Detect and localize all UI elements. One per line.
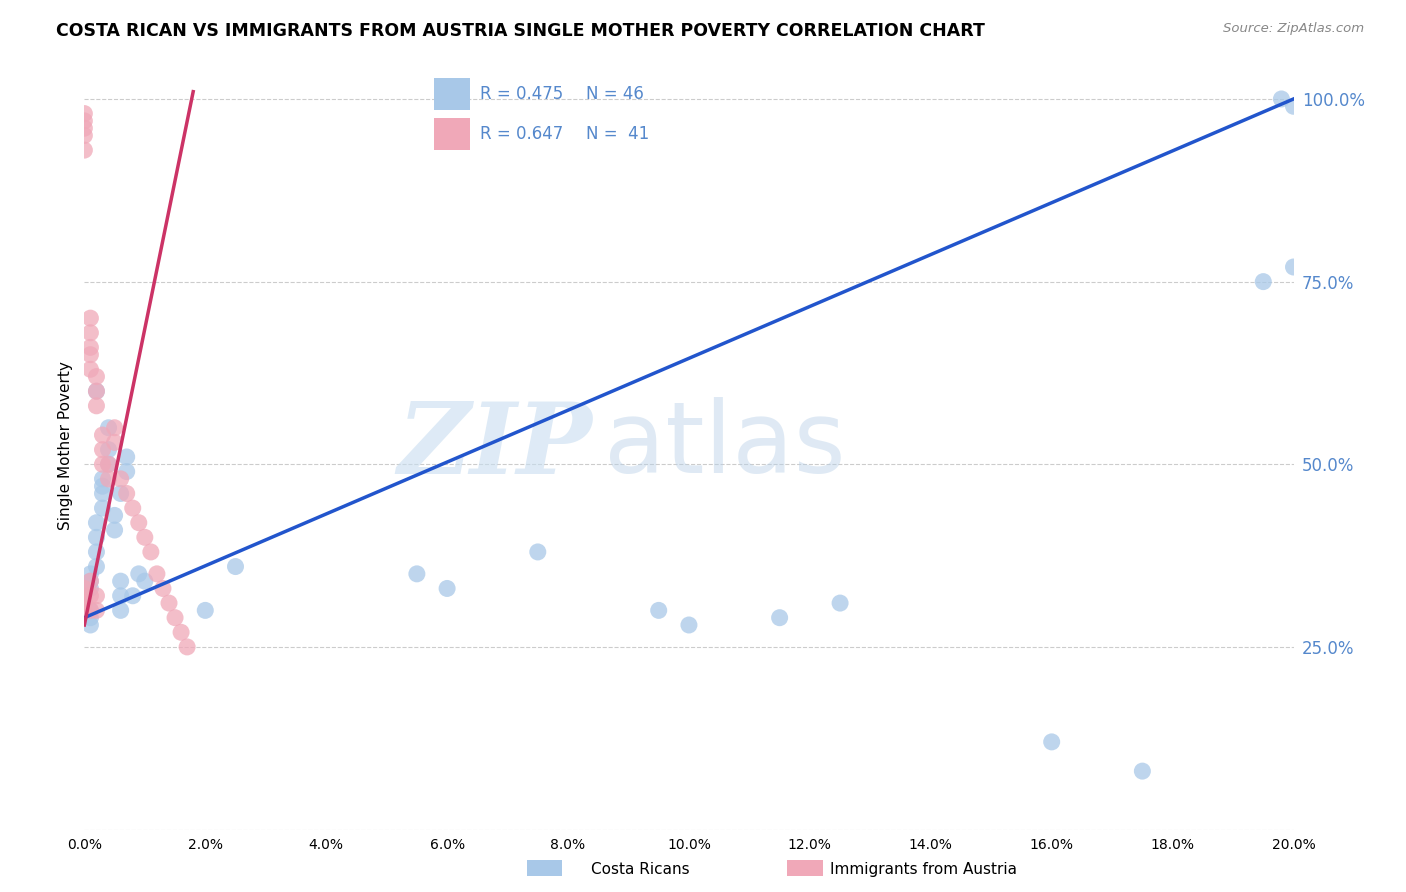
Point (73, 128, 96, 143)
Point (104, 523, 127, 537)
Point (128, 516, 150, 530)
Point (91, 428, 114, 442)
Point (110, 589, 132, 603)
Point (91, 501, 114, 516)
Point (170, 625, 193, 640)
Point (79, 603, 101, 617)
Point (1130, 764, 1153, 778)
Point (134, 530, 156, 544)
Point (1253, 275, 1275, 289)
Point (86, 384, 108, 399)
Point (1040, 735, 1063, 749)
Point (86, 369, 108, 384)
Point (121, 589, 143, 603)
Point (86, 603, 108, 617)
Point (79, 618, 101, 632)
Point (73, 596, 96, 610)
Point (73, 589, 96, 603)
Point (73, 582, 96, 596)
Point (121, 501, 143, 516)
Point (91, 479, 114, 493)
Point (86, 589, 108, 603)
Point (157, 596, 180, 610)
Text: Source: ZipAtlas.com: Source: ZipAtlas.com (1223, 22, 1364, 36)
Point (97, 457, 120, 471)
Text: atlas: atlas (605, 398, 846, 494)
Point (86, 530, 108, 544)
Point (73, 143, 96, 157)
Point (128, 566, 150, 581)
Point (104, 421, 127, 435)
Point (225, 559, 247, 574)
Text: Costa Ricans: Costa Ricans (591, 863, 689, 877)
Point (110, 486, 132, 500)
Point (110, 472, 132, 486)
Point (91, 457, 114, 471)
Point (152, 582, 174, 596)
Point (86, 516, 108, 530)
Point (91, 442, 114, 457)
Point (104, 508, 127, 523)
Point (1282, 260, 1305, 274)
Point (79, 362, 101, 376)
Point (97, 442, 120, 457)
Point (648, 603, 671, 617)
Point (73, 596, 96, 610)
Point (73, 121, 96, 136)
Point (165, 610, 187, 624)
Point (79, 348, 101, 362)
Point (86, 384, 108, 399)
Point (146, 566, 169, 581)
Point (436, 582, 458, 596)
Point (1270, 92, 1292, 106)
Point (86, 559, 108, 574)
Point (86, 399, 108, 413)
Point (91, 486, 114, 500)
Point (73, 603, 96, 617)
Point (139, 545, 162, 559)
Point (73, 106, 96, 120)
Point (79, 574, 101, 589)
Point (678, 618, 700, 632)
Point (830, 596, 852, 610)
Point (104, 435, 127, 450)
Point (73, 114, 96, 128)
Point (115, 486, 138, 500)
Point (79, 326, 101, 340)
Point (134, 574, 156, 589)
Point (97, 472, 120, 486)
Point (79, 311, 101, 326)
Point (97, 421, 120, 435)
Point (406, 566, 429, 581)
Point (79, 340, 101, 354)
Point (73, 589, 96, 603)
Point (769, 610, 792, 624)
Point (79, 589, 101, 603)
Text: ZIP: ZIP (398, 398, 592, 494)
Point (115, 465, 138, 479)
Text: COSTA RICAN VS IMMIGRANTS FROM AUSTRIA SINGLE MOTHER POVERTY CORRELATION CHART: COSTA RICAN VS IMMIGRANTS FROM AUSTRIA S… (56, 22, 986, 40)
Point (91, 472, 114, 486)
Point (527, 545, 550, 559)
Point (115, 450, 138, 464)
Point (79, 603, 101, 617)
Point (194, 603, 217, 617)
Point (79, 610, 101, 624)
Point (86, 545, 108, 559)
Point (79, 566, 101, 581)
Point (1282, 99, 1305, 113)
Point (79, 574, 101, 589)
Point (79, 582, 101, 596)
Point (110, 603, 132, 617)
Text: Immigrants from Austria: Immigrants from Austria (830, 863, 1017, 877)
Point (97, 457, 120, 471)
Point (176, 640, 198, 654)
Y-axis label: Single Mother Poverty: Single Mother Poverty (58, 361, 73, 531)
Point (110, 574, 132, 589)
